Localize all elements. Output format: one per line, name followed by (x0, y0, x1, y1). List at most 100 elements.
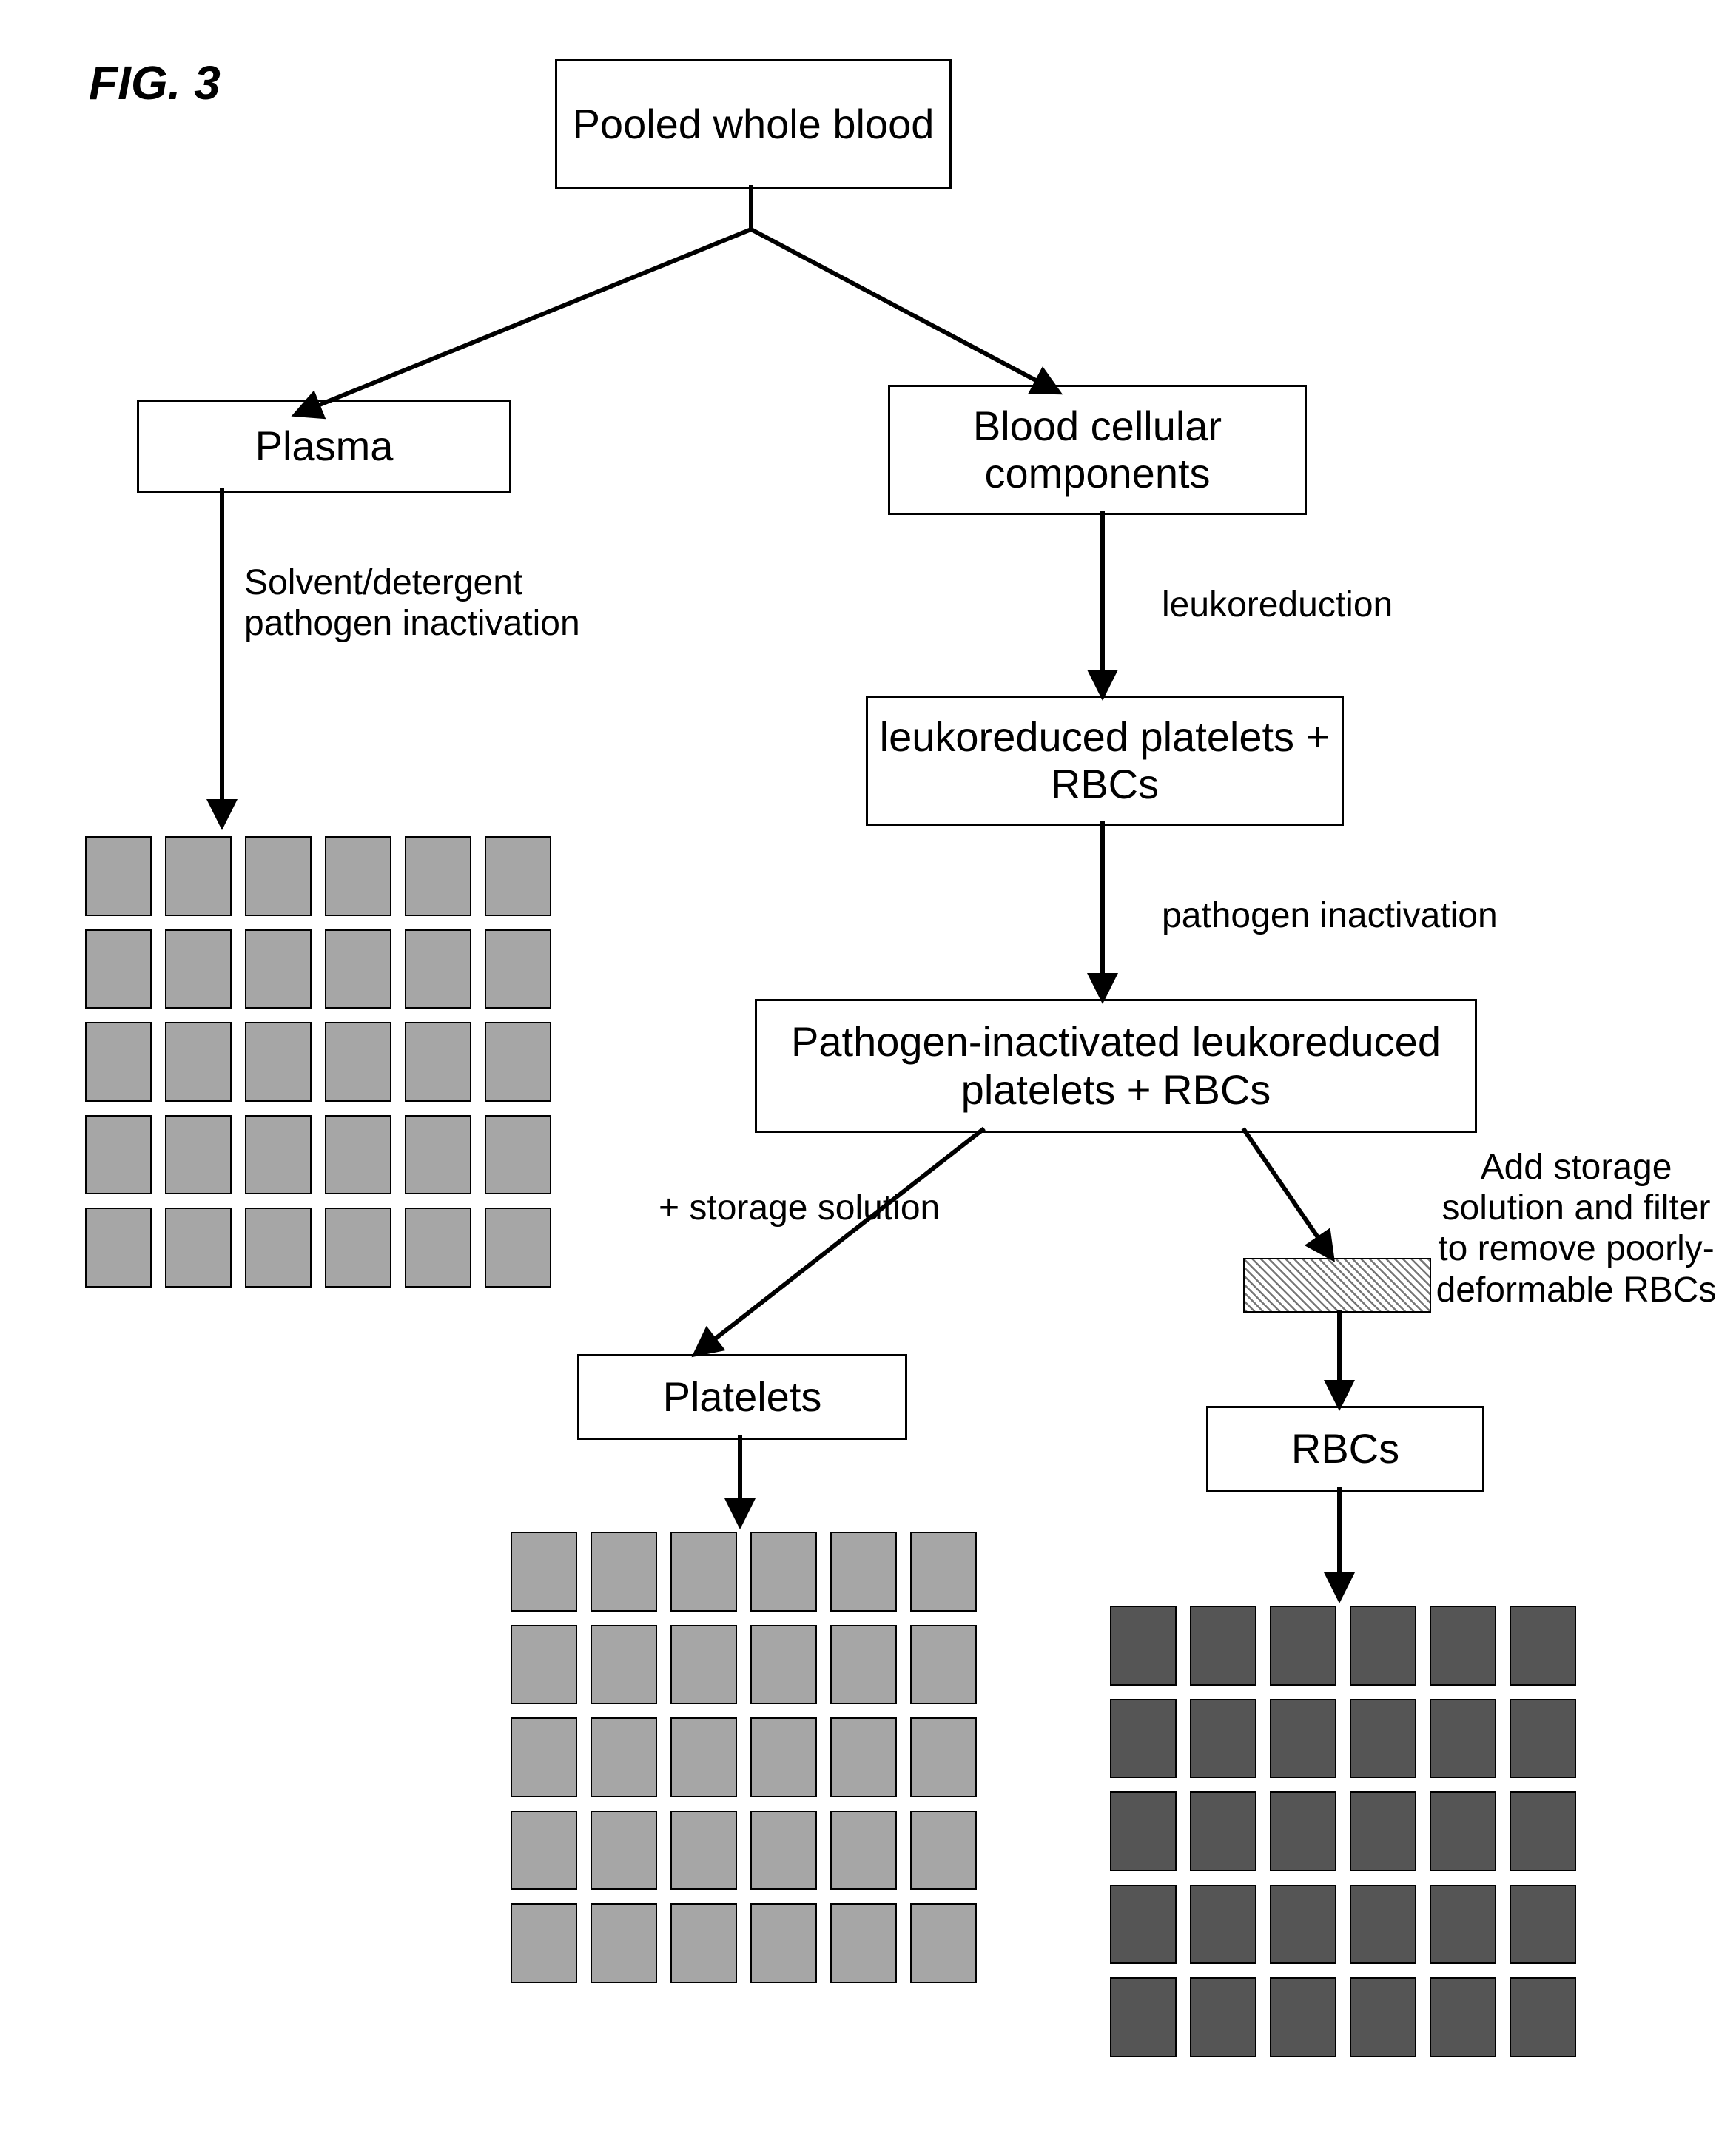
unit-cell (750, 1903, 817, 1983)
label-solvent-detergent: Solvent/detergent pathogen inactivation (244, 562, 629, 644)
unit-cell (485, 1208, 551, 1288)
unit-cell (1430, 1791, 1496, 1871)
unit-cell (1110, 1885, 1177, 1965)
box-rbcs: RBCs (1206, 1406, 1484, 1492)
label-text: Add storage solution and filter to remov… (1436, 1148, 1717, 1310)
unit-cell (750, 1811, 817, 1891)
unit-cell (245, 1022, 312, 1102)
box-pooled-whole-blood: Pooled whole blood (555, 59, 952, 189)
box-text: Platelets (663, 1373, 822, 1421)
box-text: Pooled whole blood (573, 101, 935, 148)
unit-cell (1190, 1699, 1256, 1779)
unit-cell (325, 1022, 391, 1102)
unit-cell (1110, 1606, 1177, 1686)
unit-cell (830, 1717, 897, 1797)
box-text: RBCs (1291, 1425, 1399, 1472)
unit-cell (1350, 1977, 1416, 2057)
unit-cell (511, 1903, 577, 1983)
unit-cell (750, 1532, 817, 1612)
unit-cell (405, 1022, 471, 1102)
label-storage-solution: + storage solution (659, 1188, 1014, 1228)
unit-cell (910, 1717, 977, 1797)
arrow-pooled-to-cellular (751, 185, 1058, 392)
label-text: + storage solution (659, 1188, 940, 1228)
unit-cell (245, 1115, 312, 1195)
unit-cell (670, 1903, 737, 1983)
unit-cell (1270, 1977, 1336, 2057)
platelet-units-grid (511, 1532, 977, 1983)
box-text: Blood cellular components (890, 403, 1305, 498)
unit-cell (1350, 1791, 1416, 1871)
unit-cell (511, 1532, 577, 1612)
unit-cell (85, 1115, 152, 1195)
unit-cell (85, 836, 152, 916)
box-text: Pathogen-inactivated leukoreduced platel… (757, 1018, 1475, 1114)
unit-cell (85, 1208, 152, 1288)
unit-cell (245, 836, 312, 916)
unit-cell (830, 1903, 897, 1983)
box-text: Plasma (255, 423, 394, 470)
unit-cell (485, 929, 551, 1009)
unit-cell (1190, 1885, 1256, 1965)
unit-cell (405, 1115, 471, 1195)
unit-cell (165, 929, 232, 1009)
unit-cell (1110, 1699, 1177, 1779)
unit-cell (325, 1208, 391, 1288)
label-add-storage-filter: Add storage solution and filter to remov… (1436, 1147, 1717, 1310)
unit-cell (1350, 1885, 1416, 1965)
unit-cell (1430, 1699, 1496, 1779)
unit-cell (910, 1811, 977, 1891)
unit-cell (1510, 1699, 1576, 1779)
box-blood-cellular-components: Blood cellular components (888, 385, 1307, 515)
label-text: pathogen inactivation (1162, 896, 1498, 935)
unit-cell (910, 1532, 977, 1612)
unit-cell (1510, 1791, 1576, 1871)
unit-cell (511, 1717, 577, 1797)
unit-cell (1430, 1606, 1496, 1686)
unit-cell (1350, 1606, 1416, 1686)
unit-cell (165, 1115, 232, 1195)
unit-cell (165, 1208, 232, 1288)
unit-cell (485, 1115, 551, 1195)
unit-cell (1270, 1606, 1336, 1686)
unit-cell (245, 929, 312, 1009)
unit-cell (245, 1208, 312, 1288)
box-plasma: Plasma (137, 400, 511, 493)
unit-cell (1190, 1791, 1256, 1871)
unit-cell (1190, 1606, 1256, 1686)
unit-cell (830, 1811, 897, 1891)
box-text: leukoreduced platelets + RBCs (868, 713, 1342, 809)
unit-cell (511, 1625, 577, 1705)
unit-cell (85, 929, 152, 1009)
unit-cell (165, 836, 232, 916)
label-text: Solvent/detergent pathogen inactivation (244, 563, 580, 643)
unit-cell (405, 1208, 471, 1288)
label-text: leukoreduction (1162, 585, 1393, 625)
unit-cell (910, 1625, 977, 1705)
arrow-pathinact-to-plat (696, 1128, 984, 1354)
unit-cell (1430, 1885, 1496, 1965)
unit-cell (1430, 1977, 1496, 2057)
unit-cell (1270, 1791, 1336, 1871)
unit-cell (1110, 1791, 1177, 1871)
unit-cell (1190, 1977, 1256, 2057)
unit-cell (325, 1115, 391, 1195)
figure-title-text: FIG. 3 (89, 56, 221, 110)
unit-cell (750, 1717, 817, 1797)
label-pathogen-inactivation: pathogen inactivation (1162, 895, 1591, 936)
unit-cell (485, 836, 551, 916)
unit-cell (325, 929, 391, 1009)
unit-cell (591, 1717, 657, 1797)
unit-cell (511, 1811, 577, 1891)
unit-cell (405, 836, 471, 916)
unit-cell (750, 1625, 817, 1705)
unit-cell (591, 1811, 657, 1891)
unit-cell (165, 1022, 232, 1102)
unit-cell (1510, 1606, 1576, 1686)
unit-cell (485, 1022, 551, 1102)
unit-cell (1270, 1699, 1336, 1779)
unit-cell (591, 1532, 657, 1612)
unit-cell (85, 1022, 152, 1102)
box-leukoreduced: leukoreduced platelets + RBCs (866, 696, 1344, 826)
unit-cell (591, 1903, 657, 1983)
